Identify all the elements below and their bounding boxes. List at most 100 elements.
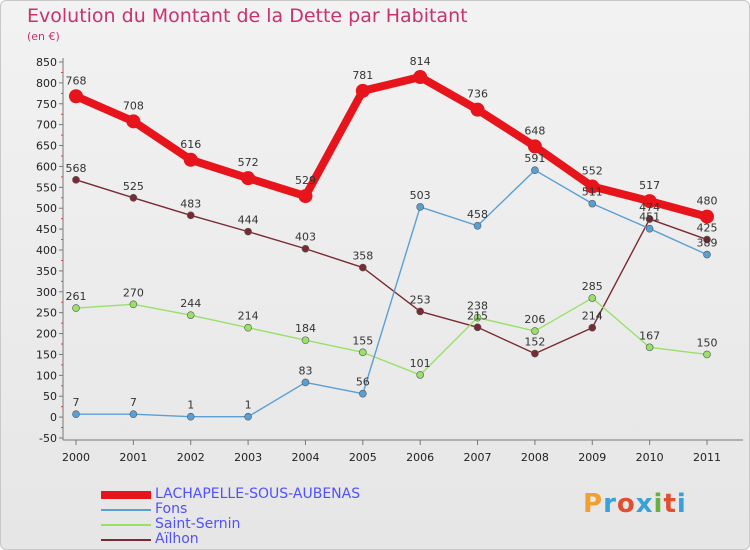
chart-subtitle: (en €)	[27, 30, 60, 43]
logo-letter: t	[663, 489, 677, 519]
y-tick-label: 300	[36, 286, 57, 299]
data-label: 150	[697, 336, 718, 349]
data-point	[244, 323, 252, 332]
data-point	[244, 227, 252, 236]
data-label: 253	[410, 293, 431, 306]
x-tick-label: 2002	[177, 451, 205, 464]
y-tick-label: 550	[36, 181, 57, 194]
y-tick-label: 800	[36, 77, 57, 90]
data-label: 214	[238, 310, 259, 323]
data-label: 458	[467, 208, 488, 221]
data-point	[301, 244, 310, 253]
data-labels-layer: 568 525 483 444 403 358 253 215 152 214 474 425 261 2…	[66, 55, 718, 412]
data-point	[72, 304, 80, 312]
series-line	[75, 179, 708, 355]
data-point	[359, 348, 367, 357]
data-point	[244, 412, 252, 421]
chart-title: Evolution du Montant de la Dette par Hab…	[27, 5, 468, 27]
data-point	[473, 313, 482, 322]
y-tick-label: 350	[36, 265, 57, 278]
data-point	[588, 199, 597, 208]
logo-letter: P	[583, 489, 604, 519]
x-tick-label: 2005	[349, 451, 377, 464]
legend-label: Aïlhon	[155, 531, 199, 547]
data-label: 215	[467, 309, 488, 322]
series-line	[76, 169, 708, 418]
logo-letter: r	[603, 489, 617, 519]
data-point	[186, 412, 195, 421]
logo-letter: o	[616, 489, 636, 519]
data-label: 517	[639, 179, 660, 192]
data-point	[416, 203, 424, 211]
data-label: 1	[245, 399, 252, 412]
legend-swatch	[101, 538, 151, 541]
data-point	[700, 209, 714, 224]
y-tick-label: 100	[36, 369, 57, 382]
data-point	[645, 343, 654, 352]
logo-letter: i	[676, 489, 687, 519]
chart-legend: LACHAPELLE-SOUS-AUBENAS Fons Saint-Sernin A…	[101, 487, 360, 547]
legend-item: Saint-Sernin	[101, 517, 360, 532]
data-point	[129, 193, 138, 202]
data-point	[183, 152, 198, 167]
y-tick-label: 700	[36, 119, 57, 132]
data-point	[72, 176, 80, 184]
data-label: 238	[467, 300, 488, 313]
data-label: 206	[524, 313, 545, 326]
legend-swatch	[101, 508, 151, 511]
data-label: 244	[180, 297, 201, 310]
data-point	[129, 410, 138, 418]
y-tick-label: 850	[36, 56, 57, 69]
series-line	[74, 73, 709, 221]
series-layer	[69, 70, 714, 421]
y-tick-label: 150	[36, 348, 57, 361]
data-point	[301, 336, 310, 345]
data-label: 736	[467, 88, 488, 101]
data-label: 451	[639, 211, 660, 224]
data-label: 214	[582, 310, 603, 323]
legend-swatch	[101, 523, 151, 526]
data-label: 568	[66, 162, 87, 175]
data-point	[470, 102, 485, 117]
y-tick-label: 650	[36, 140, 57, 153]
data-point	[72, 410, 80, 418]
data-point	[645, 224, 654, 233]
data-label: 261	[66, 290, 87, 303]
legend-item: LACHAPELLE-SOUS-AUBENAS	[101, 487, 360, 502]
y-tick-label: 250	[36, 307, 57, 320]
data-label: 708	[123, 99, 144, 112]
data-label: 480	[697, 195, 718, 208]
y-tick-label: 750	[36, 98, 57, 111]
y-tick-label: 0	[50, 411, 57, 424]
data-label: 1	[187, 399, 194, 412]
y-tick-label: 200	[36, 328, 57, 341]
legend-item: Fons	[101, 502, 360, 517]
logo-letter: i	[653, 489, 664, 519]
legend-label: Saint-Sernin	[155, 516, 241, 532]
data-label: 616	[180, 138, 201, 151]
data-label: 358	[352, 250, 373, 263]
legend-item: Aïlhon	[101, 532, 360, 547]
chart-axes: -50 0 50 100 150 200 250 300 350 400 450 500 550 600 6…	[36, 56, 743, 464]
data-label: 814	[410, 55, 431, 68]
y-tick-label: 450	[36, 223, 57, 236]
logo-letter: x	[635, 489, 654, 519]
legend-label: LACHAPELLE-SOUS-AUBENAS	[155, 486, 361, 502]
data-point	[69, 89, 83, 104]
data-label: 511	[582, 186, 603, 199]
data-label: 83	[298, 364, 312, 377]
x-tick-label: 2010	[636, 451, 664, 464]
legend-swatch	[101, 490, 151, 499]
x-tick-label: 2000	[62, 451, 90, 464]
data-point	[298, 189, 313, 204]
data-label: 474	[639, 201, 660, 214]
data-point	[588, 294, 597, 302]
data-point	[129, 300, 138, 309]
data-point	[413, 70, 428, 85]
data-point	[645, 215, 654, 223]
proxiti-logo: Proxiti	[583, 489, 687, 519]
data-label: 155	[352, 334, 373, 347]
data-label: 591	[524, 152, 545, 165]
